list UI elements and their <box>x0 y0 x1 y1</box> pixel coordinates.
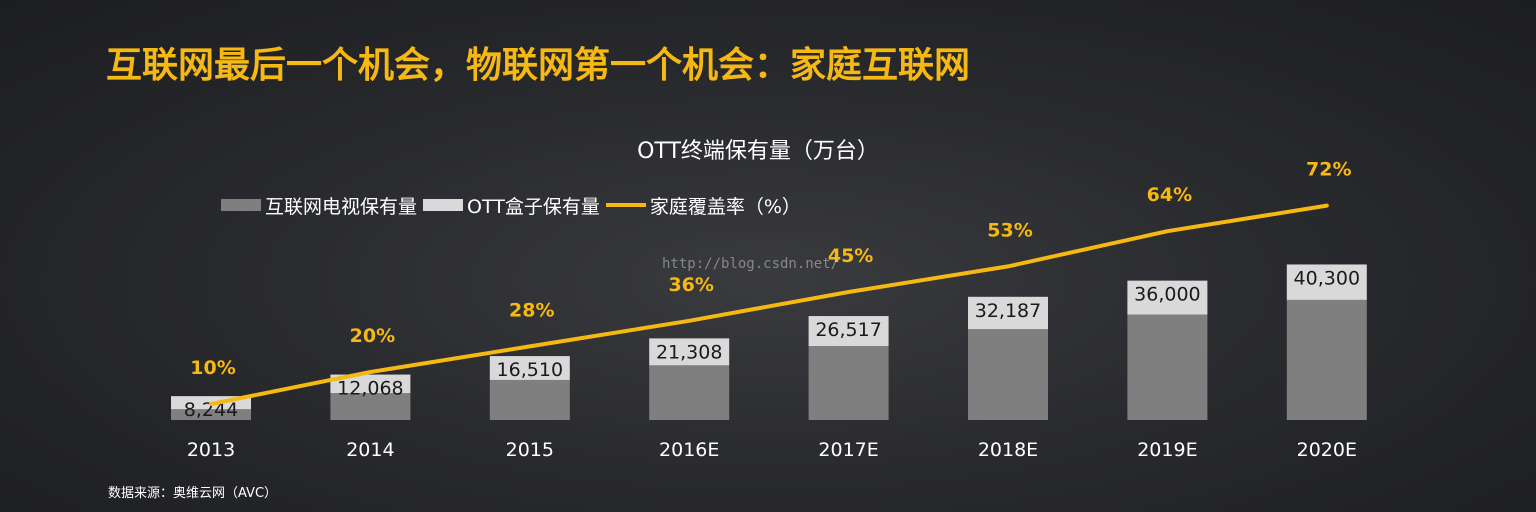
bar-ott-box-2019E <box>1127 280 1208 315</box>
legend-label-coverage: 家庭覆盖率（%） <box>649 195 801 218</box>
bar-ott-box-2020E <box>1286 264 1367 300</box>
x-tick-label-2014: 2014 <box>346 439 394 461</box>
bar-total-label-2018E: 32,187 <box>975 300 1041 322</box>
x-tick-label-2018E: 2018E <box>978 439 1038 461</box>
x-tick-label-2015: 2015 <box>506 439 554 461</box>
coverage-label-2019E: 64% <box>1147 184 1192 206</box>
bar-ott-box-2015 <box>489 356 570 380</box>
chart-legend: 互联网电视保有量 OTT盒子保有量 家庭覆盖率（%） <box>221 191 807 219</box>
coverage-point-2017E <box>847 290 851 294</box>
coverage-label-2016E: 36% <box>668 274 713 296</box>
bar-ott-box-2017E <box>808 316 889 347</box>
slide-title: 互联网最后一个机会，物联网第一个机会：家庭互联网 <box>106 45 971 86</box>
coverage-point-2013 <box>209 402 213 406</box>
coverage-point-2015 <box>528 344 532 348</box>
x-tick-label-2020E: 2020E <box>1297 439 1357 461</box>
bar-total-label-2016E: 21,308 <box>656 341 722 363</box>
legend-swatch-ott-box <box>423 199 464 211</box>
x-tick-label-2017E: 2017E <box>818 439 878 461</box>
bar-total-label-2013: 8,244 <box>184 399 238 421</box>
bar-internet-tv-2018E <box>968 329 1048 420</box>
bar-total-label-2017E: 26,517 <box>815 319 881 341</box>
bar-ott-box-2018E <box>968 296 1048 330</box>
bar-internet-tv-2020E <box>1286 299 1367 420</box>
coverage-point-2020E <box>1325 204 1329 208</box>
coverage-point-2014 <box>368 370 372 374</box>
x-tick-label-2016E: 2016E <box>659 439 719 461</box>
data-source-note: 数据来源：奥维云网（AVC） <box>108 486 278 501</box>
bar-total-label-2020E: 40,300 <box>1294 267 1360 289</box>
bar-ott-box-2014 <box>330 374 411 394</box>
legend-item-coverage: 家庭覆盖率（%） <box>605 192 801 219</box>
watermark: http://blog.csdn.net/ <box>662 256 840 272</box>
legend-swatch-coverage <box>605 203 646 207</box>
bar-internet-tv-2014 <box>330 393 411 420</box>
bar-internet-tv-2016E <box>649 365 730 420</box>
bar-total-label-2019E: 36,000 <box>1134 284 1200 306</box>
legend-item-internet-tv: 互联网电视保有量 <box>221 192 417 219</box>
bar-internet-tv-2015 <box>489 379 570 420</box>
bar-ott-box-2016E <box>649 338 730 366</box>
legend-item-ott-box: OTT盒子保有量 <box>423 192 600 219</box>
legend-label-ott-box: OTT盒子保有量 <box>467 195 600 218</box>
x-tick-label-2013: 2013 <box>187 439 235 461</box>
coverage-label-2017E: 45% <box>828 245 873 267</box>
coverage-label-2013: 10% <box>190 357 235 379</box>
coverage-point-2018E <box>1006 264 1010 268</box>
legend-swatch-internet-tv <box>221 199 261 211</box>
coverage-label-2020E: 72% <box>1306 159 1351 181</box>
bar-internet-tv-2017E <box>808 346 889 420</box>
x-tick-label-2019E: 2019E <box>1137 439 1197 461</box>
legend-label-internet-tv: 互联网电视保有量 <box>265 195 418 218</box>
coverage-label-2018E: 53% <box>987 219 1032 241</box>
coverage-label-2015: 28% <box>509 299 554 321</box>
chart-title: OTT终端保有量（万台） <box>637 139 879 164</box>
bar-internet-tv-2013 <box>171 409 251 420</box>
coverage-line <box>209 203 1329 406</box>
bar-total-label-2014: 12,068 <box>337 378 403 400</box>
coverage-label-2014: 20% <box>350 325 395 347</box>
bar-total-label-2015: 16,510 <box>497 359 563 381</box>
coverage-point-2019E <box>1165 229 1169 233</box>
coverage-point-2016E <box>687 319 691 323</box>
bar-internet-tv-2019E <box>1127 314 1208 420</box>
